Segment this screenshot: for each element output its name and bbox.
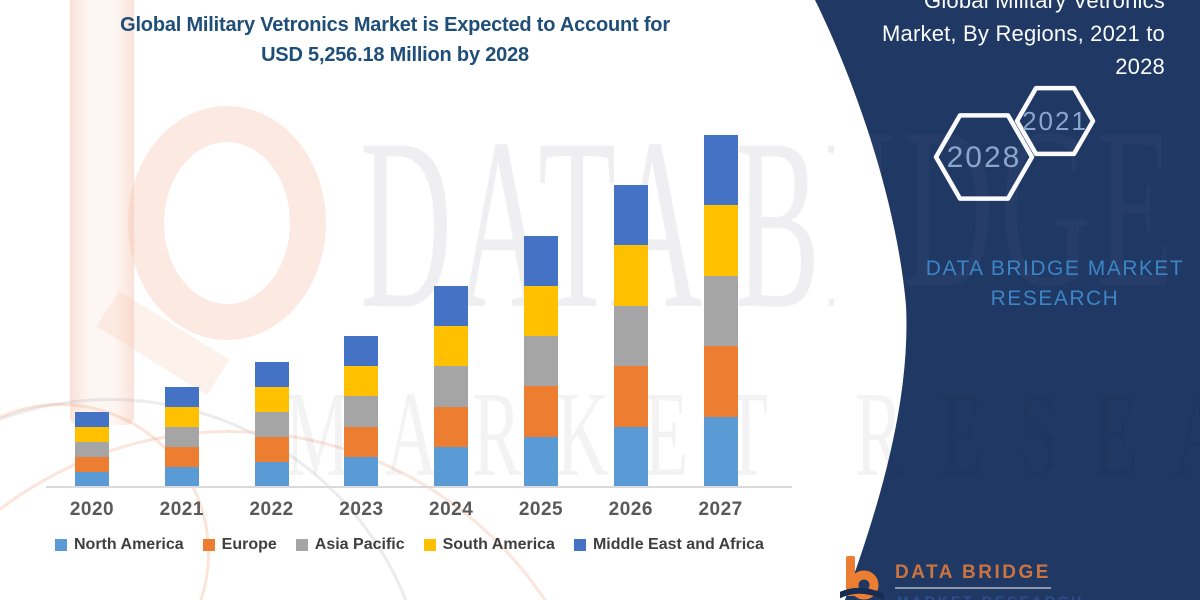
x-label-2027: 2027 <box>698 499 743 520</box>
bar-2021-south-america <box>164 406 199 427</box>
sidebar-heading: Global Military Vetronics Market, By Reg… <box>745 0 1165 83</box>
x-label-2022: 2022 <box>249 499 294 520</box>
bar-2024-north-america <box>434 446 469 487</box>
legend-label: North America <box>74 536 184 553</box>
sidebar-heading-line3: 2028 <box>1115 54 1165 79</box>
bar-2024-middle-east-and-africa <box>434 286 469 327</box>
bar-2022-south-america <box>254 386 289 412</box>
bar-2024-europe <box>434 406 469 447</box>
bar-2026 <box>613 185 648 487</box>
legend-label: Middle East and Africa <box>592 536 764 553</box>
hexagon-2021-label: 2021 <box>1022 106 1088 136</box>
bar-2023-asia-pacific <box>344 396 379 427</box>
bar-2025-north-america <box>524 436 558 487</box>
legend-item-asia-pacific: Asia Pacific <box>295 536 405 554</box>
x-label-2021: 2021 <box>159 499 204 520</box>
bar-2021-europe <box>164 446 199 467</box>
bar-2020-asia-pacific <box>75 441 109 457</box>
bar-2027-middle-east-and-africa <box>703 135 738 206</box>
legend-item-north-america: North America <box>55 536 184 554</box>
bar-2027-asia-pacific <box>703 275 738 347</box>
bar-2022-asia-pacific <box>254 411 289 437</box>
bar-2020-north-america <box>75 471 109 487</box>
bar-2026-europe <box>613 366 648 427</box>
bar-2023-europe <box>344 426 379 457</box>
legend-item-south-america: South America <box>423 536 555 554</box>
bar-2020 <box>75 411 109 487</box>
legend-label: Europe <box>221 536 277 553</box>
x-axis-labels: 2020 2021 2022 2023 2024 2025 2026 2027 <box>0 499 800 523</box>
bar-2021-asia-pacific <box>164 426 199 447</box>
page-title-line1: Global Military Vetronics Market is Expe… <box>120 14 670 36</box>
sidebar-brand-line1: DATA BRIDGE MARKET <box>925 257 1185 280</box>
databridge-logo-b-icon <box>840 556 884 600</box>
sidebar-brand-text: DATA BRIDGE MARKET RESEARCH <box>920 254 1190 314</box>
bar-2025 <box>524 235 558 487</box>
bar-2026-asia-pacific <box>613 305 648 367</box>
bar-2026-north-america <box>613 426 648 487</box>
bar-2026-south-america <box>613 245 648 306</box>
hexagon-2028 <box>933 113 1035 201</box>
bar-2027-south-america <box>703 205 738 276</box>
bar-2021-north-america <box>164 466 199 487</box>
bar-2025-south-america <box>524 285 558 337</box>
bar-2022-north-america <box>254 461 289 487</box>
bar-2020-south-america <box>75 426 109 442</box>
page-title: Global Military Vetronics Market is Expe… <box>0 10 790 70</box>
legend-swatch-icon <box>202 539 215 551</box>
bar-2020-middle-east-and-africa <box>75 411 109 427</box>
x-label-2023: 2023 <box>339 499 384 520</box>
bar-2023-south-america <box>344 366 379 397</box>
bar-2022-middle-east-and-africa <box>254 361 289 387</box>
bar-2027 <box>703 135 738 487</box>
bar-2024-asia-pacific <box>434 366 469 407</box>
legend-label: Asia Pacific <box>314 536 405 553</box>
bar-2023-middle-east-and-africa <box>344 336 379 367</box>
x-label-2025: 2025 <box>518 499 564 520</box>
bar-2021-middle-east-and-africa <box>164 386 199 407</box>
bar-2022-europe <box>254 436 289 462</box>
hexagon-2028-label: 2028 <box>947 141 1022 174</box>
bar-2023 <box>344 336 379 487</box>
databridge-logo-wordmark: DATA BRIDGE <box>895 562 1051 589</box>
bar-2027-north-america <box>703 416 738 487</box>
bar-2024 <box>434 286 469 487</box>
legend-label: South America <box>442 536 555 553</box>
sidebar-background <box>815 0 1200 600</box>
plot-area <box>75 135 738 487</box>
bar-2022 <box>254 361 289 487</box>
legend-swatch-icon <box>55 539 67 551</box>
bar-2025-middle-east-and-africa <box>524 235 558 286</box>
hexagon-2021 <box>1014 85 1096 157</box>
bar-2025-europe <box>524 386 558 437</box>
x-label-2024: 2024 <box>429 499 474 520</box>
x-label-2020: 2020 <box>69 499 115 520</box>
bar-2023-north-america <box>344 456 379 487</box>
bar-2027-europe <box>703 346 738 417</box>
bar-2024-south-america <box>434 326 469 367</box>
sidebar-heading-line2: Market, By Regions, 2021 to <box>882 21 1165 46</box>
legend-item-europe: Europe <box>202 536 277 554</box>
sidebar-heading-line1: Global Military Vetronics <box>924 0 1165 13</box>
sidebar-brand-line2: RESEARCH <box>990 287 1120 310</box>
legend: North America Europe Asia Pacific South Ame… <box>55 536 783 554</box>
databridge-logo: DATA BRIDGE MARKET RESEARCH <box>840 555 1081 600</box>
x-label-2026: 2026 <box>608 499 653 520</box>
databridge-logo-subtext: MARKET RESEARCH <box>897 593 1084 600</box>
bar-2025-asia-pacific <box>524 336 558 387</box>
legend-item-middle-east-and-africa: Middle East and Africa <box>573 536 764 554</box>
bar-2021 <box>164 386 199 487</box>
bar-2020-europe <box>75 456 109 472</box>
x-axis-line <box>46 486 792 488</box>
legend-swatch-icon <box>573 539 586 551</box>
page-title-line2: USD 5,256.18 Million by 2028 <box>261 44 529 66</box>
hexagon-badges: 2028 2021 <box>933 85 1096 201</box>
legend-swatch-icon <box>423 539 436 551</box>
legend-swatch-icon <box>295 539 308 551</box>
bar-2026-middle-east-and-africa <box>613 185 648 246</box>
